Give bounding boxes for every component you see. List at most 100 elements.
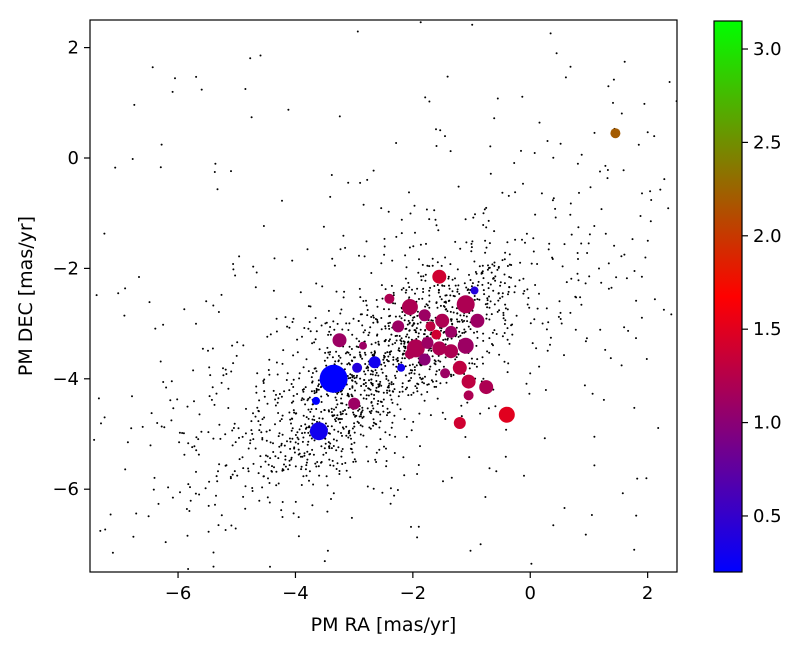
background-star (103, 416, 106, 419)
background-star (533, 318, 536, 321)
background-star (187, 442, 190, 445)
background-star (351, 386, 354, 389)
background-star (422, 291, 425, 293)
background-star (315, 370, 318, 373)
background-star (323, 447, 326, 450)
background-star (297, 535, 300, 538)
background-star (339, 248, 342, 251)
background-star (612, 78, 615, 81)
background-star (353, 356, 356, 359)
background-star (420, 275, 422, 278)
background-star (382, 410, 385, 413)
background-star (172, 407, 175, 410)
highlighted-star (470, 286, 479, 295)
background-star (482, 224, 485, 226)
background-star (449, 310, 452, 313)
background-star (434, 360, 437, 363)
background-star (212, 304, 215, 307)
background-star (313, 341, 316, 344)
background-star (359, 353, 362, 356)
background-star (395, 235, 398, 238)
background-star (529, 372, 532, 375)
background-star (378, 426, 381, 429)
background-star (491, 263, 494, 266)
background-star (369, 388, 372, 391)
background-star (241, 456, 244, 459)
background-star (392, 383, 395, 385)
background-star (434, 373, 437, 376)
background-star (257, 420, 260, 423)
background-star (421, 263, 424, 266)
background-star (408, 322, 411, 325)
background-star (297, 442, 300, 445)
background-star (508, 276, 511, 278)
background-star (443, 330, 446, 333)
background-star (326, 510, 329, 513)
background-star (363, 370, 366, 373)
background-star (234, 274, 237, 277)
background-star (425, 242, 427, 245)
background-star (305, 426, 308, 429)
background-star (351, 375, 354, 378)
background-star (352, 317, 355, 320)
background-star (197, 453, 200, 456)
background-star (148, 301, 151, 304)
background-star (171, 90, 174, 93)
background-star (302, 414, 305, 417)
background-star (668, 81, 671, 83)
background-star (450, 476, 453, 479)
background-star (298, 377, 301, 380)
background-star (362, 397, 365, 400)
background-star (365, 240, 368, 243)
background-star (327, 441, 330, 444)
background-star (268, 482, 271, 484)
background-star (467, 288, 470, 291)
background-star (281, 433, 284, 436)
background-star (499, 297, 501, 300)
background-star (386, 389, 388, 392)
background-star (667, 207, 670, 210)
background-star (216, 188, 219, 191)
background-star (317, 465, 320, 468)
background-star (280, 395, 283, 398)
background-star (218, 463, 221, 466)
background-star (431, 264, 434, 267)
background-star (373, 394, 376, 396)
background-star (578, 191, 580, 194)
highlighted-star (431, 329, 442, 340)
background-star (528, 306, 531, 309)
background-star (347, 406, 350, 409)
highlighted-star (418, 353, 431, 366)
background-star (283, 463, 285, 466)
background-star (370, 369, 373, 372)
background-star (538, 121, 541, 124)
background-star (362, 203, 365, 206)
background-star (205, 300, 208, 303)
background-star (508, 286, 511, 288)
background-star (334, 396, 337, 399)
background-star (280, 442, 283, 445)
background-star (545, 307, 548, 310)
background-star (554, 207, 557, 210)
background-star (156, 422, 159, 424)
background-star (417, 335, 420, 338)
background-star (339, 421, 341, 424)
background-star (354, 380, 357, 383)
background-star (404, 388, 407, 391)
background-star (258, 399, 261, 402)
background-star (363, 389, 366, 392)
background-star (496, 310, 499, 313)
background-star (256, 372, 259, 375)
background-star (392, 302, 395, 305)
background-star (583, 384, 586, 387)
background-star (261, 418, 264, 421)
background-star (421, 381, 424, 384)
background-star (419, 21, 422, 24)
background-star (277, 412, 280, 414)
background-star (468, 362, 471, 365)
background-star (372, 169, 375, 172)
background-star (417, 332, 420, 335)
x-axis-label: PM RA [mas/yr] (311, 614, 457, 636)
background-star (330, 411, 333, 414)
background-star (593, 225, 596, 227)
